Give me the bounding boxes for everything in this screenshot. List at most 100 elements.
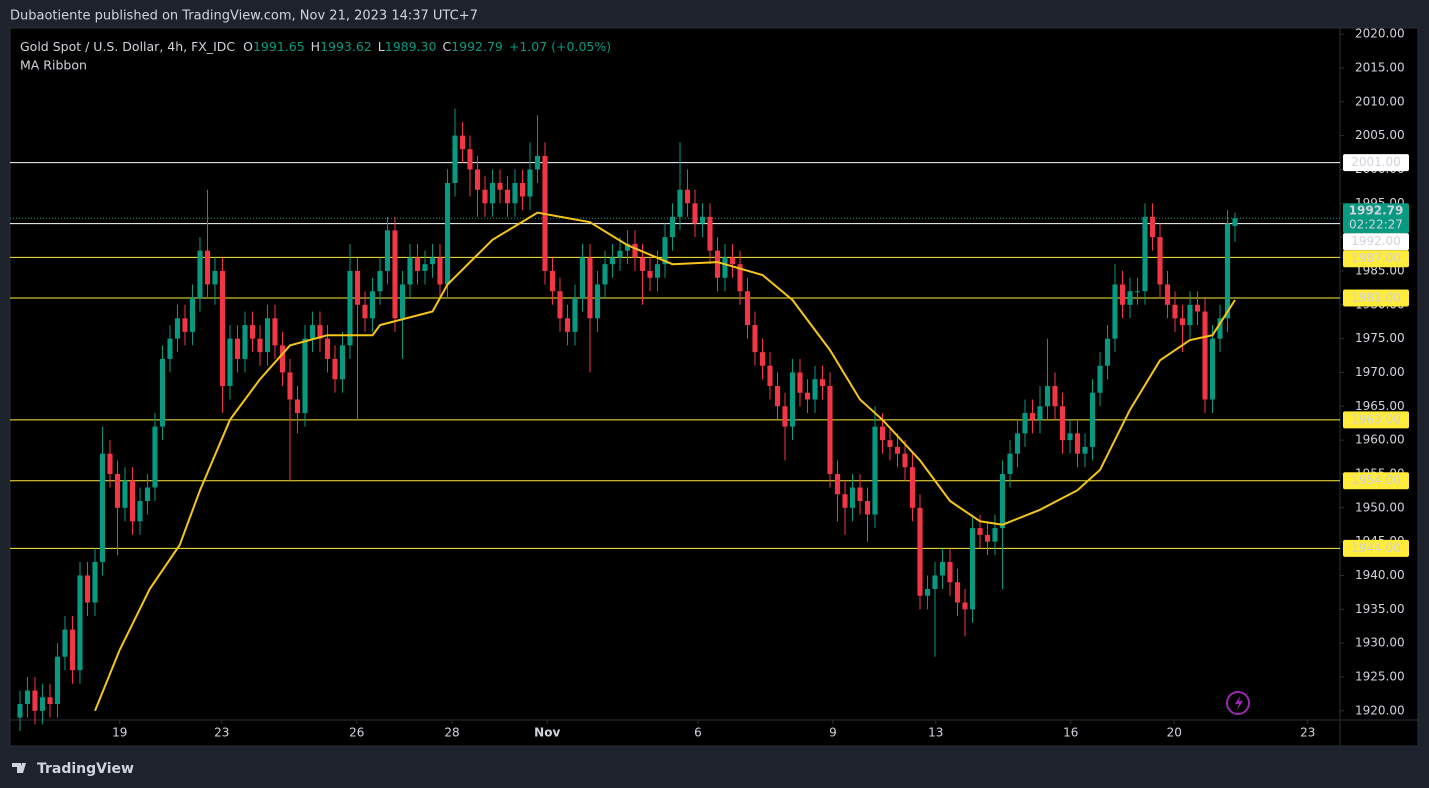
candle-body — [609, 257, 616, 265]
candle-body — [1179, 318, 1186, 326]
candle-body — [92, 561, 98, 603]
candle-body — [407, 257, 413, 285]
candle-body — [137, 501, 143, 522]
candle-body — [1022, 413, 1028, 434]
axes: 1920.001925.001930.001935.001940.001945.… — [112, 27, 1409, 740]
candle-body — [122, 480, 128, 508]
candle-body — [144, 487, 151, 502]
candle-body — [1097, 365, 1103, 393]
level-label-box — [1343, 539, 1409, 557]
candle-body — [152, 426, 158, 488]
candle-body — [887, 440, 893, 447]
level-label-box — [1343, 154, 1409, 172]
y-tick-label: 1925.00 — [1355, 669, 1405, 683]
y-tick-label: 1930.00 — [1355, 636, 1405, 650]
candle-body — [774, 385, 781, 407]
x-tick-label: 26 — [349, 726, 364, 740]
candle-body — [287, 372, 293, 400]
candle-body — [47, 697, 53, 705]
candle-body — [99, 453, 106, 562]
candle-body — [654, 264, 661, 278]
candle-body — [819, 379, 826, 386]
candle-body — [579, 257, 586, 299]
legend-field-label: H — [311, 39, 320, 54]
alert-icon[interactable] — [1226, 691, 1250, 715]
level-label-box — [1343, 411, 1409, 429]
candle-body — [857, 487, 863, 502]
candle-body — [504, 189, 511, 204]
y-tick-label: 1970.00 — [1355, 365, 1405, 379]
candle-body — [602, 264, 608, 285]
candle-body — [1149, 216, 1156, 238]
candle-body — [1007, 453, 1013, 474]
candle-body — [962, 602, 968, 610]
candle-body — [129, 480, 136, 522]
x-tick-label: 20 — [1167, 726, 1182, 740]
candle-body — [309, 325, 316, 339]
candle-body — [339, 345, 346, 380]
candle-body — [932, 575, 938, 590]
candle-body — [684, 189, 691, 204]
candle-body — [249, 325, 256, 339]
candle-body — [167, 338, 173, 359]
candle-body — [692, 203, 698, 224]
current-price-box — [1343, 203, 1409, 234]
level-label: 1963.00 — [1351, 412, 1401, 426]
candle-body — [399, 284, 406, 319]
level-label: 1992.00 — [1351, 234, 1401, 248]
alert-bolt[interactable] — [1235, 696, 1243, 710]
y-tick-label: 2010.00 — [1355, 94, 1405, 108]
candle-body — [699, 216, 706, 224]
candle-body — [1187, 304, 1193, 326]
candle-body — [729, 257, 736, 265]
candle-body — [999, 473, 1006, 529]
candle-body — [429, 257, 436, 265]
candle-body — [752, 325, 758, 353]
y-tick-label: 2015.00 — [1355, 60, 1405, 74]
candle-body — [1127, 291, 1133, 305]
candle-body — [107, 453, 113, 474]
y-tick-label: 1960.00 — [1355, 433, 1405, 447]
candle-body — [1014, 433, 1021, 454]
candle-body — [969, 528, 976, 610]
candle-body — [894, 446, 901, 454]
candle-body — [917, 507, 923, 596]
candle-body — [1172, 304, 1178, 319]
candle-body — [444, 182, 451, 285]
candle-body — [77, 575, 83, 671]
countdown-label: 02:22:27 — [1349, 218, 1403, 232]
candle-body — [549, 270, 556, 292]
candle-body — [909, 467, 916, 508]
candle-body — [594, 284, 601, 319]
candle-body — [767, 365, 773, 386]
candle-body — [872, 426, 878, 515]
candle-body — [984, 534, 991, 542]
candle-body — [512, 182, 518, 204]
candle-body — [1217, 318, 1223, 339]
candle-body — [1119, 284, 1126, 305]
candle-body — [1202, 311, 1208, 400]
candle-body — [384, 230, 391, 271]
x-tick-label: 28 — [444, 726, 459, 740]
candle-body — [1082, 446, 1088, 454]
candle-body — [294, 399, 301, 414]
legend-field-value: 1993.62 — [320, 39, 372, 54]
candle-body — [482, 189, 488, 204]
x-tick-label: 9 — [829, 726, 837, 740]
candle-body — [1052, 385, 1058, 407]
y-tick-label: 1935.00 — [1355, 602, 1405, 616]
alert-circle[interactable] — [1226, 691, 1250, 715]
current-price-label: 1992.79 — [1349, 204, 1404, 218]
candle-body — [977, 528, 983, 535]
y-tick-label: 1940.00 — [1355, 568, 1405, 582]
candle-body — [279, 345, 286, 373]
x-tick-label: 23 — [1300, 726, 1315, 740]
candle-body — [1037, 406, 1043, 420]
level-label: 1987.00 — [1351, 251, 1401, 265]
candle-body — [452, 135, 458, 183]
candle-body — [212, 270, 218, 285]
candle-body — [1209, 338, 1216, 400]
candle-body — [639, 257, 646, 271]
candle-body — [632, 243, 638, 258]
